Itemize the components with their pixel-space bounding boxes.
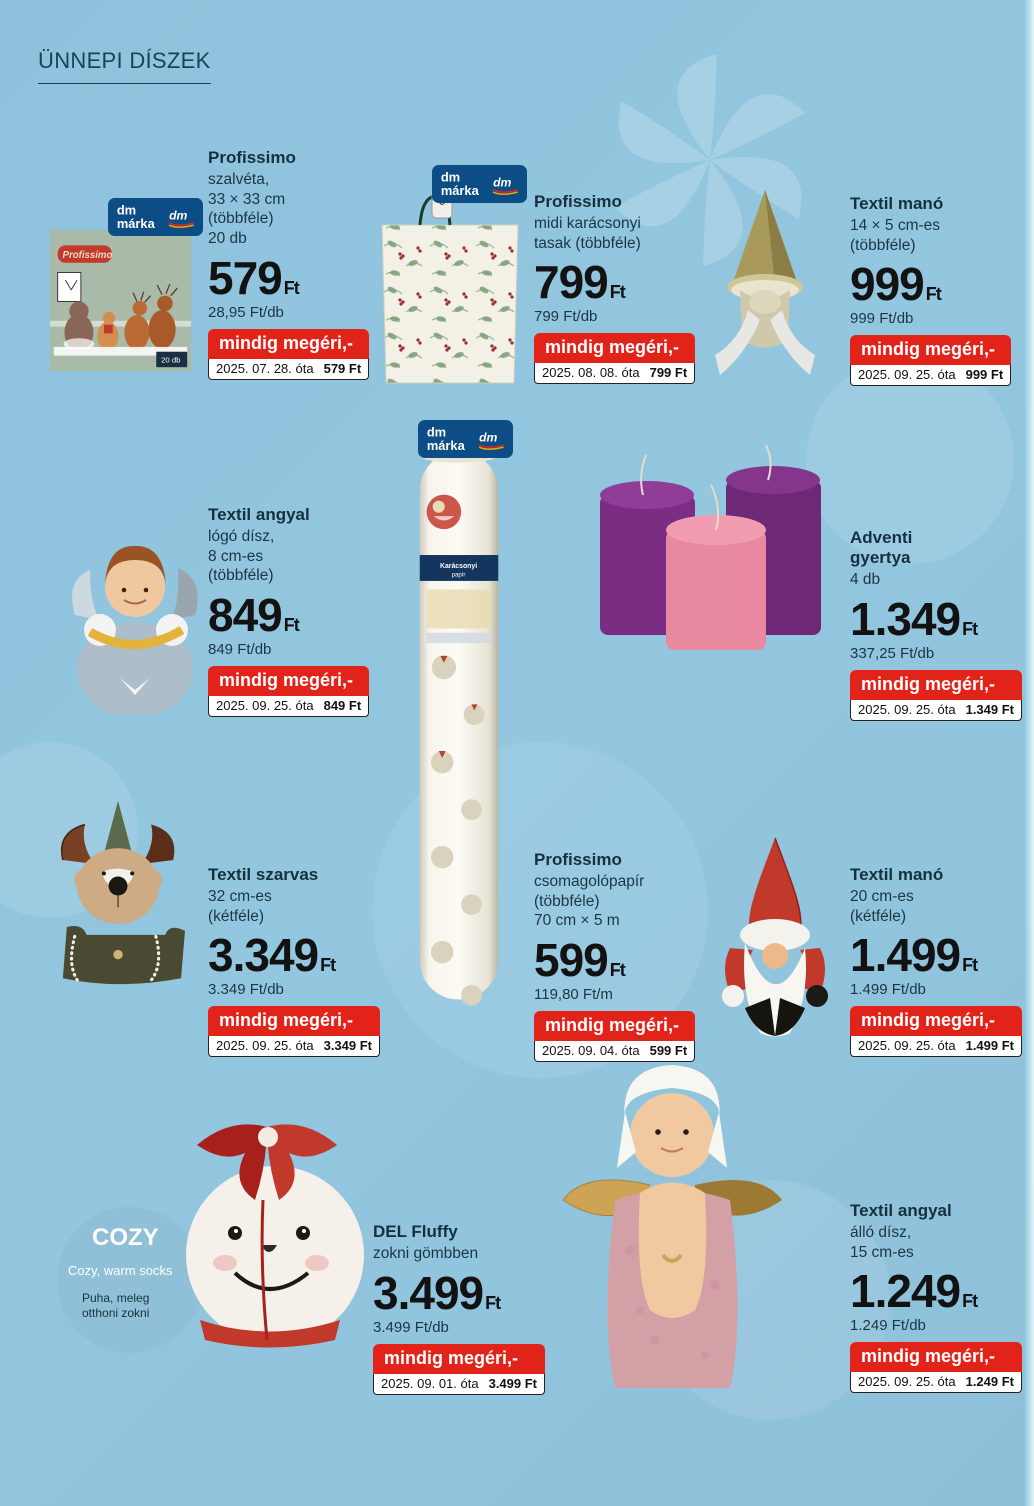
- svg-text:márka: márka: [117, 216, 156, 231]
- svg-text:COZY: COZY: [92, 1224, 159, 1251]
- svg-text:Cozy, warm socks: Cozy, warm socks: [68, 1263, 173, 1278]
- svg-text:dm: dm: [479, 431, 497, 445]
- svg-text:20 db: 20 db: [161, 355, 180, 364]
- svg-text:Karácsonyi: Karácsonyi: [440, 563, 477, 570]
- svg-text:márka: márka: [441, 183, 480, 198]
- svg-text:dm: dm: [169, 209, 187, 223]
- svg-text:dm: dm: [493, 176, 511, 190]
- svg-text:otthoni zokni: otthoni zokni: [82, 1306, 149, 1320]
- svg-text:dm: dm: [427, 424, 446, 439]
- svg-text:Profissimo: Profissimo: [63, 250, 113, 261]
- svg-text:dm: dm: [117, 202, 136, 217]
- svg-text:márka: márka: [427, 438, 466, 453]
- svg-text:papír: papír: [452, 573, 466, 579]
- svg-text:Puha, meleg: Puha, meleg: [82, 1291, 149, 1305]
- svg-text:dm: dm: [441, 169, 460, 184]
